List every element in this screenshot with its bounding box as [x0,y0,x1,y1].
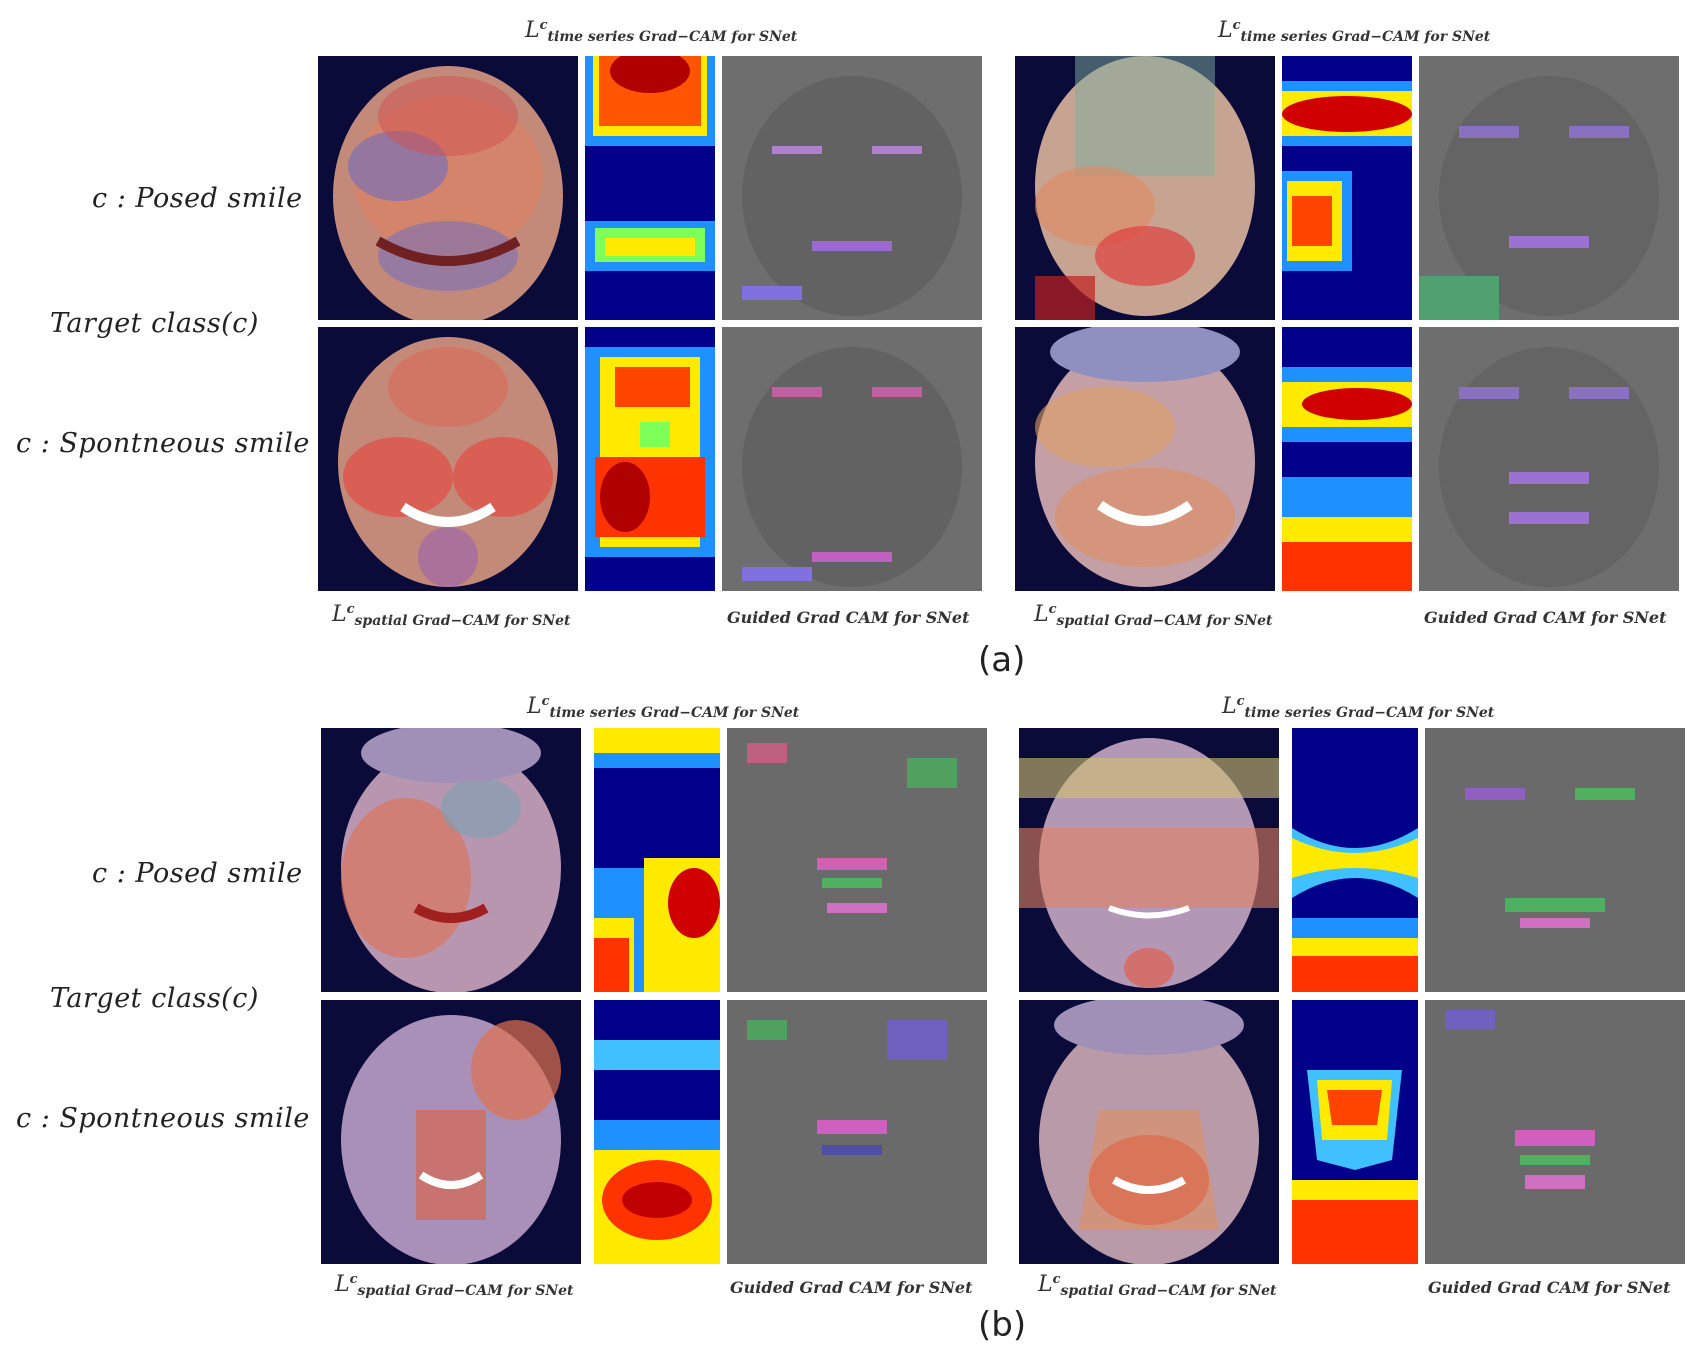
face-gradcam-a-spont-left [318,327,578,591]
time-series-heatmap-b-posed-right [1292,728,1418,992]
row-label-posed-a: c : Posed smile [92,183,303,214]
face-gradcam-a-posed-right [1015,56,1275,320]
time-series-heatmap-b-spont-left [594,1000,720,1264]
guided-gradcam-a-spont-right [1419,327,1679,591]
face-gradcam-a-spont-right [1015,327,1275,591]
caption-spatial-a-right: Lcspatial Grad−CAM for SNet [1034,602,1273,629]
panel-label-a: (a) [978,640,1026,680]
face-gradcam-b-posed-right [1019,728,1279,992]
caption-guided-b-left: Guided Grad CAM for SNet [730,1278,973,1297]
row-label-spontaneous-a: c : Spontneous smile [16,428,310,459]
row-label-target-a: Target class(c) [50,308,259,339]
row-label-posed-b: c : Posed smile [92,858,303,889]
face-gradcam-a-posed-left [318,56,578,320]
time-series-heatmap-a-spont-left [585,327,715,591]
row-label-target-b: Target class(c) [50,983,259,1014]
caption-spatial-a-left: Lcspatial Grad−CAM for SNet [332,602,571,629]
time-series-heatmap-a-spont-right [1282,327,1412,591]
guided-gradcam-b-spont-right [1425,1000,1685,1264]
caption-time-series-a-left: Lctime series Grad−CAM for SNet [525,18,798,45]
caption-time-series-b-left: Lctime series Grad−CAM for SNet [527,694,800,721]
caption-spatial-b-right: Lcspatial Grad−CAM for SNet [1038,1272,1277,1299]
caption-time-series-b-right: Lctime series Grad−CAM for SNet [1222,694,1495,721]
caption-spatial-b-left: Lcspatial Grad−CAM for SNet [335,1272,574,1299]
caption-guided-a-left: Guided Grad CAM for SNet [727,608,970,627]
guided-gradcam-b-spont-left [727,1000,987,1264]
guided-gradcam-a-posed-right [1419,56,1679,320]
caption-guided-b-right: Guided Grad CAM for SNet [1428,1278,1671,1297]
caption-time-series-a-right: Lctime series Grad−CAM for SNet [1218,18,1491,45]
caption-guided-a-right: Guided Grad CAM for SNet [1424,608,1667,627]
guided-gradcam-a-posed-left [722,56,982,320]
time-series-heatmap-a-posed-right [1282,56,1412,320]
time-series-heatmap-b-spont-right [1292,1000,1418,1264]
time-series-heatmap-a-posed-left [585,56,715,320]
face-gradcam-b-posed-left [321,728,581,992]
time-series-heatmap-b-posed-left [594,728,720,992]
face-gradcam-b-spont-right [1019,1000,1279,1264]
panel-label-b: (b) [978,1305,1027,1345]
face-gradcam-b-spont-left [321,1000,581,1264]
guided-gradcam-b-posed-right [1425,728,1685,992]
guided-gradcam-b-posed-left [727,728,987,992]
guided-gradcam-a-spont-left [722,327,982,591]
row-label-spontaneous-b: c : Spontneous smile [16,1103,310,1134]
